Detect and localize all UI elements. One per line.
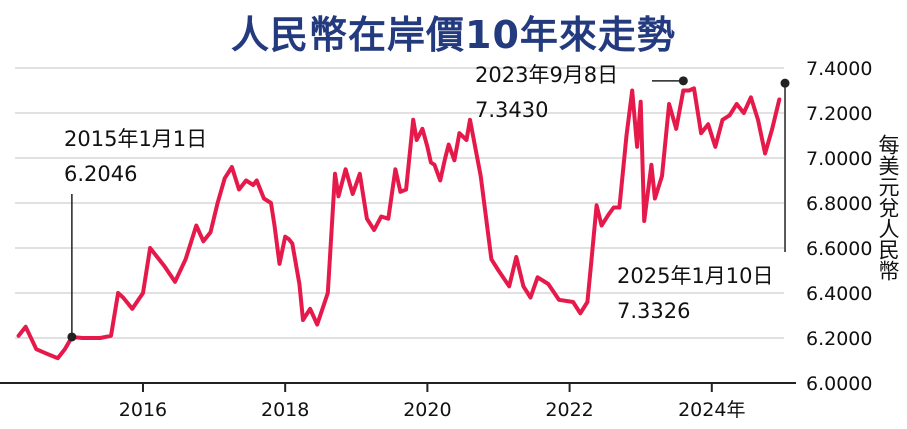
chart-title: 人民幣在岸價10年來走勢 <box>231 13 676 57</box>
x-tick-labels: 2016 2018 2020 2022 2024年 <box>119 399 746 421</box>
y-tick-label: 6.2000 <box>806 328 872 350</box>
x-tick-label: 2020 <box>403 399 451 421</box>
annotations: 2015年1月1日 6.2046 2023年9月8日 7.3430 2025年1月10日… <box>64 63 790 342</box>
y-tick-label: 7.4000 <box>806 58 872 80</box>
y-tick-label: 7.2000 <box>806 103 872 125</box>
series-layer <box>16 86 782 361</box>
axes <box>0 382 796 392</box>
y-tick-label: 6.8000 <box>806 193 872 215</box>
y-axis-label: 每美元兌人民幣 <box>876 134 900 281</box>
annotation-value: 6.2046 <box>64 162 137 186</box>
annotation-date: 2025年1月10日 <box>617 264 774 288</box>
annotation-dot <box>780 78 790 88</box>
x-tick-label: 2018 <box>261 399 309 421</box>
y-tick-labels: 7.4000 7.2000 7.0000 6.8000 6.6000 6.4000 6.20… <box>806 58 872 395</box>
y-tick-label: 6.6000 <box>806 238 872 260</box>
x-tick-label: 2022 <box>545 399 593 421</box>
annotation-value: 7.3430 <box>475 98 548 122</box>
grid-lines <box>15 67 784 339</box>
y-tick-label: 6.0000 <box>806 373 872 395</box>
annotation-date: 2015年1月1日 <box>64 127 207 151</box>
x-tick-label: 2024年 <box>678 399 745 421</box>
annotation-dot <box>678 76 688 86</box>
annotation-dot <box>67 332 77 342</box>
y-tick-label: 6.4000 <box>806 283 872 305</box>
annotation-value: 7.3326 <box>617 299 690 323</box>
annotation-date: 2023年9月8日 <box>475 63 618 87</box>
x-tick-label: 2016 <box>119 399 167 421</box>
y-tick-label: 7.0000 <box>806 148 872 170</box>
series-line <box>16 86 782 361</box>
